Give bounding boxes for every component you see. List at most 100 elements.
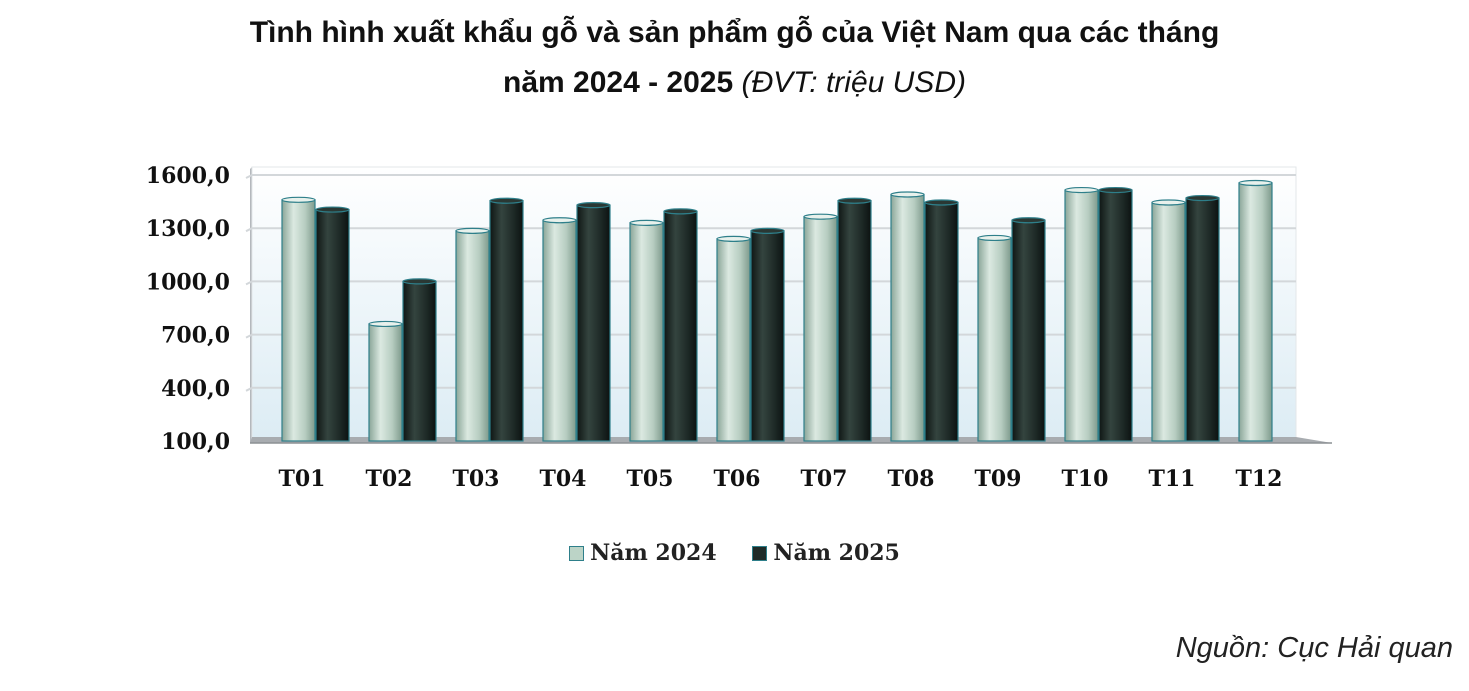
x-tick-label: T02 xyxy=(366,466,413,492)
bar-body xyxy=(890,193,925,442)
bar-cap xyxy=(402,278,437,285)
bar-2025-T03 xyxy=(489,197,524,442)
bar-body xyxy=(368,323,403,442)
chart-title-main: năm 2024 - 2025 xyxy=(503,66,734,99)
bar-body xyxy=(1185,197,1220,442)
gridline-side xyxy=(245,333,253,339)
y-tick-label: 400,0 xyxy=(161,376,230,402)
y-tick-label: 1300,0 xyxy=(146,216,230,242)
bar-2024-T03 xyxy=(455,227,490,442)
bar-cap xyxy=(1098,186,1133,194)
bar-cap xyxy=(281,196,316,203)
bar-cap xyxy=(1238,179,1273,187)
y-tick-label: 1000,0 xyxy=(146,269,230,295)
bar-body xyxy=(837,200,872,442)
bar-cap xyxy=(542,217,577,224)
legend-swatch-2024 xyxy=(569,545,585,561)
bar-cap xyxy=(1185,194,1220,202)
legend-swatch-2025 xyxy=(752,545,768,561)
x-tick-label: T08 xyxy=(888,466,935,492)
chart-unit: (ĐVT: triệu USD) xyxy=(741,66,966,99)
x-tick-label: T05 xyxy=(627,466,674,492)
bar-cap xyxy=(663,208,698,215)
bar-cap xyxy=(315,206,350,213)
legend-label-2025: Năm 2025 xyxy=(773,540,900,566)
gridline-side xyxy=(245,386,253,392)
bar-body xyxy=(1151,201,1186,442)
bar-2024-T01 xyxy=(281,196,316,442)
bar-2025-T04 xyxy=(576,202,611,442)
y-tick-label: 700,0 xyxy=(161,323,230,349)
bar-body xyxy=(402,280,437,442)
bar-2025-T08 xyxy=(924,199,959,442)
x-tick-label: T07 xyxy=(801,466,848,492)
x-tick-label: T12 xyxy=(1236,466,1283,492)
bar-cap xyxy=(803,213,838,220)
bar-body xyxy=(542,219,577,442)
bar-2025-T09 xyxy=(1011,217,1046,442)
bar-body xyxy=(977,237,1012,442)
bar-2024-T07 xyxy=(803,213,838,442)
bar-body xyxy=(315,208,350,442)
bar-body xyxy=(629,222,664,442)
bar-cap xyxy=(629,219,664,226)
x-tick-label: T01 xyxy=(279,466,326,492)
bar-cap xyxy=(924,199,959,206)
bar-2024-T10 xyxy=(1064,186,1099,442)
chart-title-line2: năm 2024 - 2025 (ĐVT: triệu USD) xyxy=(0,66,1469,100)
bar-2025-T11 xyxy=(1185,194,1220,442)
bar-2024-T04 xyxy=(542,217,577,442)
x-tick-label: T11 xyxy=(1149,466,1196,492)
bar-cap xyxy=(489,197,524,204)
bar-2025-T01 xyxy=(315,206,350,442)
bar-body xyxy=(1064,189,1099,442)
bar-2025-T10 xyxy=(1098,186,1133,442)
bar-body xyxy=(576,204,611,442)
bar-2024-T08 xyxy=(890,191,925,442)
bar-cap xyxy=(837,197,872,204)
bar-2024-T05 xyxy=(629,219,664,442)
bar-cap xyxy=(1011,217,1046,224)
source-note: Nguồn: Cục Hải quan xyxy=(1175,632,1453,664)
bar-cap xyxy=(1151,199,1186,206)
legend-item-2024: Năm 2024 xyxy=(569,540,717,566)
bar-2024-T09 xyxy=(977,234,1012,442)
y-tick-label: 1600,0 xyxy=(146,163,230,189)
bar-body xyxy=(281,199,316,442)
gridline-side xyxy=(245,227,253,233)
bar-cap xyxy=(1064,186,1099,194)
legend-label-2024: Năm 2024 xyxy=(590,540,717,566)
x-tick-label: T09 xyxy=(975,466,1022,492)
chart-title-line1: Tình hình xuất khẩu gỗ và sản phẩm gỗ củ… xyxy=(249,16,1220,49)
y-axis: 100,0 400,0 700,0 1000,0 1300,0 1600,0 xyxy=(146,163,230,455)
x-tick-label: T10 xyxy=(1062,466,1109,492)
bar-2025-T06 xyxy=(750,227,785,442)
bar-body xyxy=(455,230,490,442)
bar-body xyxy=(1238,182,1273,442)
bar-body xyxy=(1098,189,1133,442)
bar-cap xyxy=(368,320,403,328)
bar-cap xyxy=(455,227,490,234)
bar-body xyxy=(489,200,524,442)
bar-body xyxy=(1011,219,1046,442)
bar-cap xyxy=(977,234,1012,242)
bar-cap xyxy=(890,191,925,198)
bar-body xyxy=(924,201,959,442)
bar-cap xyxy=(576,202,611,209)
bar-cap xyxy=(716,235,751,242)
bar-2024-T02 xyxy=(368,320,403,442)
x-axis: T01 T02 T03 T04 T05 T06 T07 T08 T09 T10 T11 T12 xyxy=(279,466,1283,492)
bars xyxy=(281,179,1273,442)
bar-2024-T12 xyxy=(1238,179,1273,442)
gridline-side xyxy=(245,280,253,286)
x-tick-label: T03 xyxy=(453,466,500,492)
bar-body xyxy=(663,210,698,442)
bar-2024-T11 xyxy=(1151,199,1186,442)
bar-body xyxy=(750,230,785,442)
gridline-side xyxy=(245,174,253,179)
bar-2025-T02 xyxy=(402,278,437,442)
legend: Năm 2024 Năm 2025 xyxy=(0,540,1469,567)
side-wall xyxy=(250,167,252,443)
legend-item-2025: Năm 2025 xyxy=(752,540,900,566)
